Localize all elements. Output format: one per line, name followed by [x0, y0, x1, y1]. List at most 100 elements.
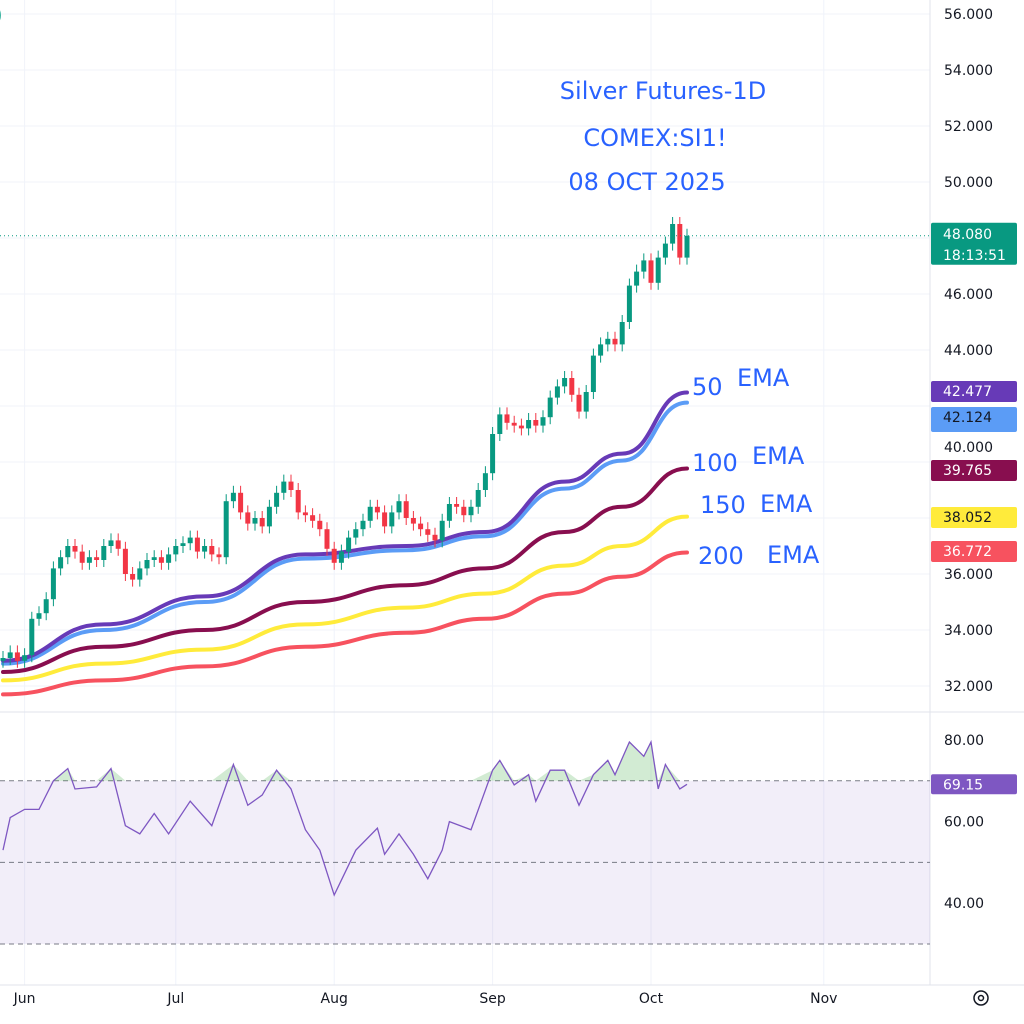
candle-body	[446, 504, 452, 521]
candle-body	[0, 658, 6, 661]
candle-body	[684, 235, 690, 258]
ema-value-tag-2: 39.765	[943, 463, 992, 479]
candle-body	[86, 557, 92, 563]
candle-body	[288, 481, 294, 490]
candle-body	[576, 394, 582, 412]
candle-body	[367, 506, 373, 521]
candle-body	[130, 574, 136, 580]
candle-body	[166, 554, 172, 563]
candle-body	[547, 397, 553, 418]
candle-body	[504, 414, 510, 423]
ema-line-100-ema	[1, 466, 689, 674]
ema-value-tag-1: 42.124	[943, 410, 992, 426]
ema-value-tag-4-bg	[931, 541, 1017, 562]
candle-body	[569, 378, 575, 395]
rsi-tick-label: 80.00	[944, 733, 984, 749]
candle-body	[281, 481, 287, 493]
candle-body	[36, 613, 42, 619]
candle-body	[108, 540, 114, 546]
candle-body	[648, 260, 654, 283]
price-tick-label-40: 40.000	[944, 440, 993, 456]
candle-body	[43, 599, 49, 614]
ema-value-tag-2-bg	[931, 460, 1017, 481]
candle-body	[598, 344, 604, 356]
time-axis-label: Jun	[13, 991, 36, 1007]
candle-body	[65, 546, 71, 558]
price-tick-label: 54.000	[944, 63, 993, 79]
candle-body	[14, 652, 20, 661]
candle-body	[526, 420, 532, 429]
ema-line-50-ema-2-	[1, 400, 689, 666]
candle-body	[230, 492, 236, 502]
candle-body	[115, 540, 121, 549]
last-price-tag-bg	[931, 222, 1017, 265]
candle-body	[79, 551, 85, 563]
ema-value-tag-1-bg	[931, 407, 1017, 432]
rsi-value-tag: 69.15	[943, 777, 983, 793]
candle-body	[180, 543, 186, 546]
candle-body	[662, 243, 668, 258]
price-tick-label: 46.000	[944, 287, 993, 303]
candle-body	[101, 546, 107, 560]
candle-body	[144, 560, 150, 569]
price-tick-label: 56.000	[944, 7, 993, 23]
candle-body	[151, 557, 157, 560]
candle-body	[29, 618, 35, 656]
price-tick-label: 34.000	[944, 623, 993, 639]
candle-body	[202, 546, 208, 552]
candle-body	[583, 392, 589, 412]
last-price-tag: 48.080	[943, 227, 992, 243]
candle-body	[122, 548, 128, 574]
candle-body	[490, 434, 496, 474]
candle-body	[468, 506, 474, 516]
candle-body	[158, 557, 164, 563]
ema-value-tag-3: 38.052	[943, 510, 992, 526]
candle-body	[187, 537, 193, 544]
candle-body	[641, 260, 647, 272]
candle-body	[389, 512, 395, 527]
candle-body	[634, 271, 640, 286]
time-axis-label: Aug	[321, 991, 348, 1007]
candle-body	[677, 224, 683, 258]
candle-body	[173, 546, 179, 555]
candle-body	[439, 520, 445, 541]
candle-body	[7, 652, 13, 658]
candle-body	[223, 501, 229, 558]
candle-body	[612, 338, 618, 345]
candle-body	[396, 501, 402, 513]
candle-body	[353, 529, 359, 538]
time-axis-label: Nov	[810, 991, 837, 1007]
candle-body	[454, 504, 460, 507]
candle-body	[274, 492, 280, 507]
price-tick-label: 44.000	[944, 343, 993, 359]
ema-value-tag-4: 36.772	[943, 544, 992, 560]
ema-value-tag-3-bg	[931, 507, 1017, 528]
rsi-tick-label: 40.00	[944, 896, 984, 912]
ema-line-150-ema	[1, 514, 689, 683]
candle-body	[94, 557, 100, 560]
candle-body	[50, 568, 56, 600]
candle-body	[295, 490, 301, 513]
ema-value-tag-0: 42.477	[943, 384, 992, 400]
candle-body	[137, 568, 143, 580]
candle-body	[72, 546, 78, 552]
rsi-tick-label: 60.00	[944, 815, 984, 831]
candle-body	[194, 537, 200, 552]
candle-body	[461, 506, 467, 516]
ema-line-50-ema	[1, 390, 689, 663]
candle-body	[302, 512, 308, 516]
candle-body	[655, 257, 661, 283]
candle-body	[331, 548, 337, 563]
candle-body	[590, 355, 596, 392]
candle-body	[324, 529, 330, 549]
rsi-line	[2, 739, 688, 897]
candle-body	[22, 655, 28, 661]
price-tick-label: 32.000	[944, 679, 993, 695]
candle-body	[360, 520, 366, 530]
candle-body	[533, 420, 539, 426]
candle-body	[382, 512, 388, 527]
candle-body	[346, 537, 352, 552]
candle-body	[410, 518, 416, 524]
